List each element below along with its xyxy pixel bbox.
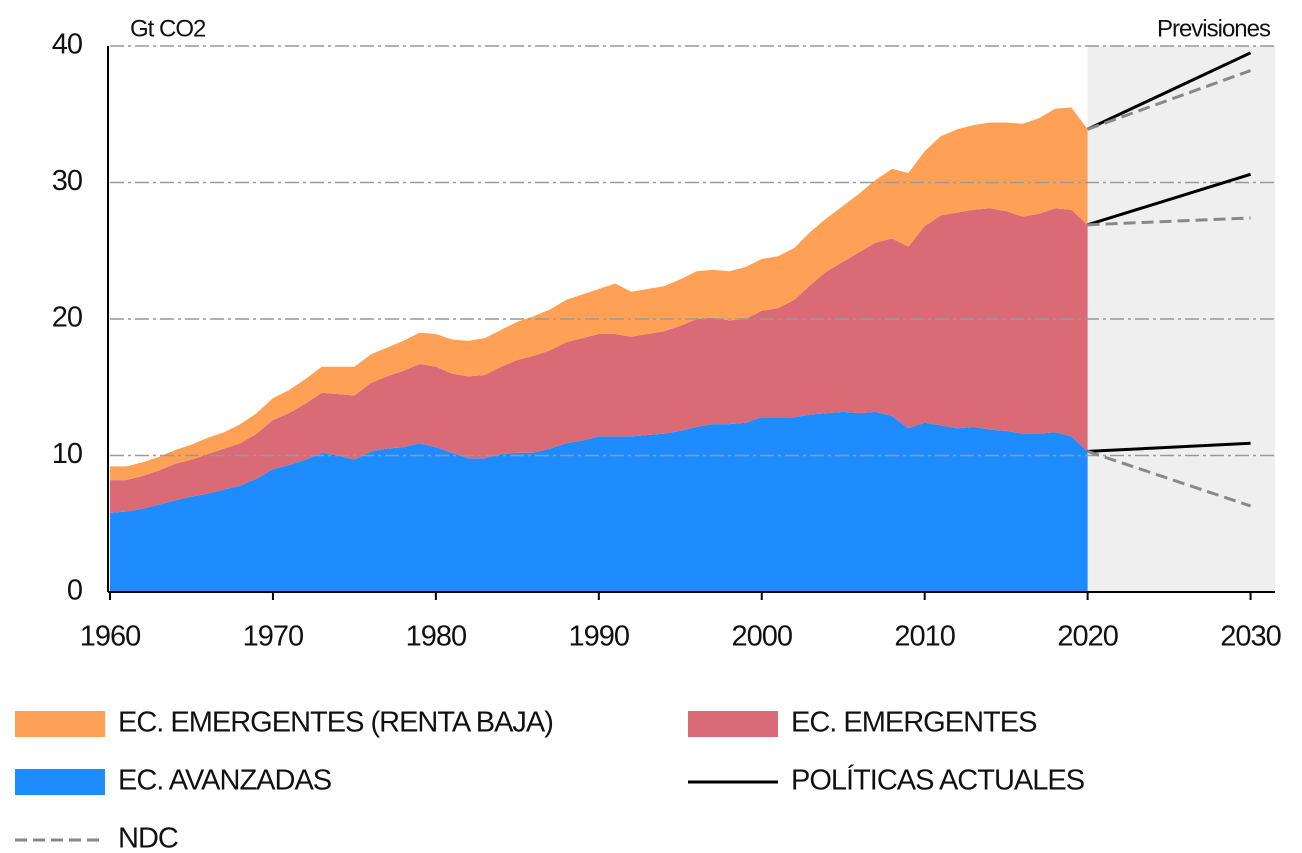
x-tick-label: 2000 [731, 621, 792, 653]
y-tick-label: 40 [52, 29, 82, 61]
y-tick-label: 20 [52, 302, 82, 334]
legend-label: NDC [118, 823, 178, 853]
y-tick-label: 0 [67, 575, 82, 607]
projection-line [1086, 51, 1252, 131]
x-tick-label: 1970 [243, 621, 304, 653]
legend: EC. EMERGENTES (RENTA BAJA) EC. EMERGENTE… [15, 707, 1086, 853]
projection-line [1087, 449, 1252, 508]
legend-label: EC. EMERGENTES (RENTA BAJA) [118, 707, 553, 739]
x-tick-label: 2020 [1057, 621, 1118, 653]
y-tick-label: 10 [52, 438, 82, 470]
y-tick-label: 30 [52, 165, 82, 197]
legend-swatch [688, 711, 778, 737]
projection-line [1087, 441, 1251, 453]
area [110, 411, 1088, 592]
legend-swatch [15, 711, 105, 737]
areas [110, 107, 1088, 592]
area [110, 208, 1088, 513]
area [110, 107, 1088, 481]
grid [110, 45, 1275, 457]
y-axis-label: Gt CO2 [130, 15, 206, 42]
projection-line [1087, 69, 1252, 131]
x-tick-label: 2010 [894, 621, 955, 653]
forecast-label: Previsiones [1157, 15, 1271, 42]
legend-label: EC. AVANZADAS [118, 765, 332, 797]
legend-label: EC. EMERGENTES [791, 707, 1037, 739]
projection-line [1087, 172, 1252, 227]
projections [1086, 51, 1252, 508]
x-tick-label: 1980 [406, 621, 467, 653]
x-tick-label: 1960 [80, 621, 141, 653]
legend-swatch [15, 769, 105, 795]
projection-line [1087, 216, 1251, 227]
legend-label: POLÍTICAS ACTUALES [791, 764, 1085, 797]
x-tick-label: 2030 [1220, 621, 1281, 653]
x-tick-label: 1990 [569, 621, 630, 653]
